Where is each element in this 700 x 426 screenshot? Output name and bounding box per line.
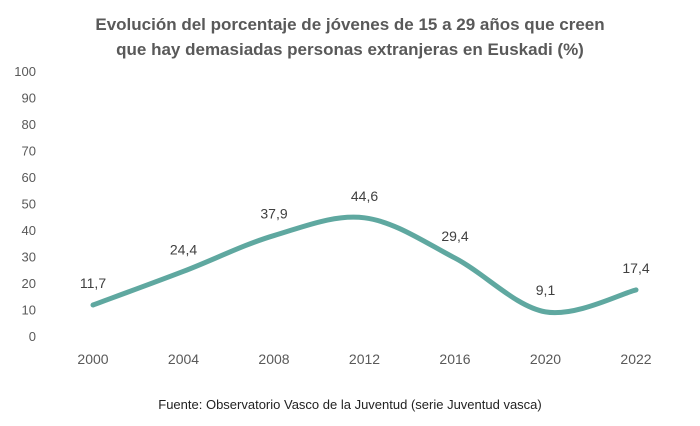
x-tick-label: 2000 xyxy=(77,351,108,367)
data-label: 11,7 xyxy=(80,275,106,291)
y-tick-label: 80 xyxy=(22,117,36,132)
x-tick-label: 2012 xyxy=(349,351,380,367)
x-tick-label: 2016 xyxy=(439,351,470,367)
chart-title-line-2: que hay demasiadas personas extranjeras … xyxy=(116,40,584,59)
chart-title-line-1: Evolución del porcentaje de jóvenes de 1… xyxy=(95,15,605,34)
data-label: 17,4 xyxy=(622,260,649,276)
x-tick-label: 2020 xyxy=(530,351,561,367)
data-label: 24,4 xyxy=(170,241,197,257)
y-tick-label: 100 xyxy=(14,64,36,79)
data-label: 44,6 xyxy=(351,188,378,204)
y-tick-label: 10 xyxy=(22,303,36,318)
chart-source: Fuente: Observatorio Vasco de la Juventu… xyxy=(158,397,542,412)
data-label: 9,1 xyxy=(536,282,556,298)
y-tick-label: 0 xyxy=(29,329,36,344)
y-tick-label: 60 xyxy=(22,170,36,185)
data-label: 37,9 xyxy=(260,206,287,222)
y-tick-label: 30 xyxy=(22,250,36,265)
x-tick-label: 2022 xyxy=(620,351,651,367)
y-tick-label: 70 xyxy=(22,144,36,159)
chart-title: Evolución del porcentaje de jóvenes de 1… xyxy=(0,12,700,62)
x-tick-label: 2004 xyxy=(168,351,199,367)
series-line xyxy=(90,214,639,316)
y-tick-label: 40 xyxy=(22,223,36,238)
x-tick-label: 2008 xyxy=(258,351,289,367)
y-tick-label: 20 xyxy=(22,276,36,291)
y-tick-label: 90 xyxy=(22,91,36,106)
y-tick-label: 50 xyxy=(22,197,36,212)
data-label: 29,4 xyxy=(441,228,468,244)
